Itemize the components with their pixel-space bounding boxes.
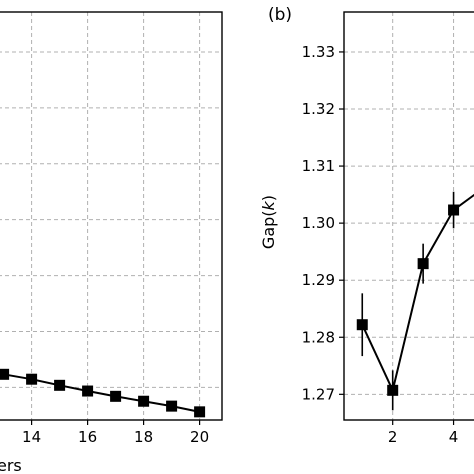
panel-b-series (356, 191, 474, 411)
panel-b-label: (b) (268, 5, 292, 25)
data-point-marker (387, 384, 399, 396)
y-tick-label: 1.30 (302, 214, 335, 232)
panel-a: 14 16 18 20 ers (0, 11, 223, 474)
data-point-marker (54, 379, 66, 391)
y-label-variable: k (259, 200, 278, 210)
x-tick-label: 18 (134, 428, 153, 446)
y-tick-label: 1.27 (302, 385, 335, 403)
series-line (361, 193, 474, 394)
data-point-marker (26, 373, 38, 385)
panel-b-y-axis-label: Gap(k) (259, 195, 278, 249)
panel-b-grid (344, 12, 474, 420)
panel-a-x-axis: 14 16 18 20 (22, 420, 209, 446)
y-tick-label: 1.32 (302, 100, 335, 118)
panel-b-plot-frame (343, 11, 474, 421)
panel-b-y-axis: 1.27 1.28 1.29 1.30 1.31 1.32 1.33 (302, 43, 344, 403)
y-tick-label: 1.31 (302, 157, 335, 175)
x-tick-label: 4 (449, 428, 459, 446)
data-point-marker (356, 319, 368, 331)
data-point-marker (82, 385, 94, 397)
y-label-prefix: Gap( (259, 210, 278, 249)
x-tick-label: 16 (78, 428, 97, 446)
y-label-suffix: ) (259, 195, 278, 201)
data-point-marker (194, 406, 206, 418)
y-tick-label: 1.28 (302, 328, 335, 346)
data-point-marker (417, 258, 429, 270)
data-point-marker (166, 400, 178, 412)
data-point-marker (448, 204, 460, 216)
panel-a-x-axis-label: ers (0, 456, 22, 474)
data-point-marker (110, 390, 122, 402)
panel-a-plot-frame (0, 11, 223, 421)
data-point-marker (0, 368, 10, 380)
x-tick-label: 14 (22, 428, 41, 446)
panel-a-grid (0, 12, 222, 420)
data-point-marker (138, 395, 150, 407)
y-tick-label: 1.33 (302, 43, 335, 61)
panel-a-series (0, 368, 206, 418)
y-tick-label: 1.29 (302, 271, 335, 289)
x-tick-label: 20 (190, 428, 209, 446)
x-tick-label: 2 (388, 428, 398, 446)
